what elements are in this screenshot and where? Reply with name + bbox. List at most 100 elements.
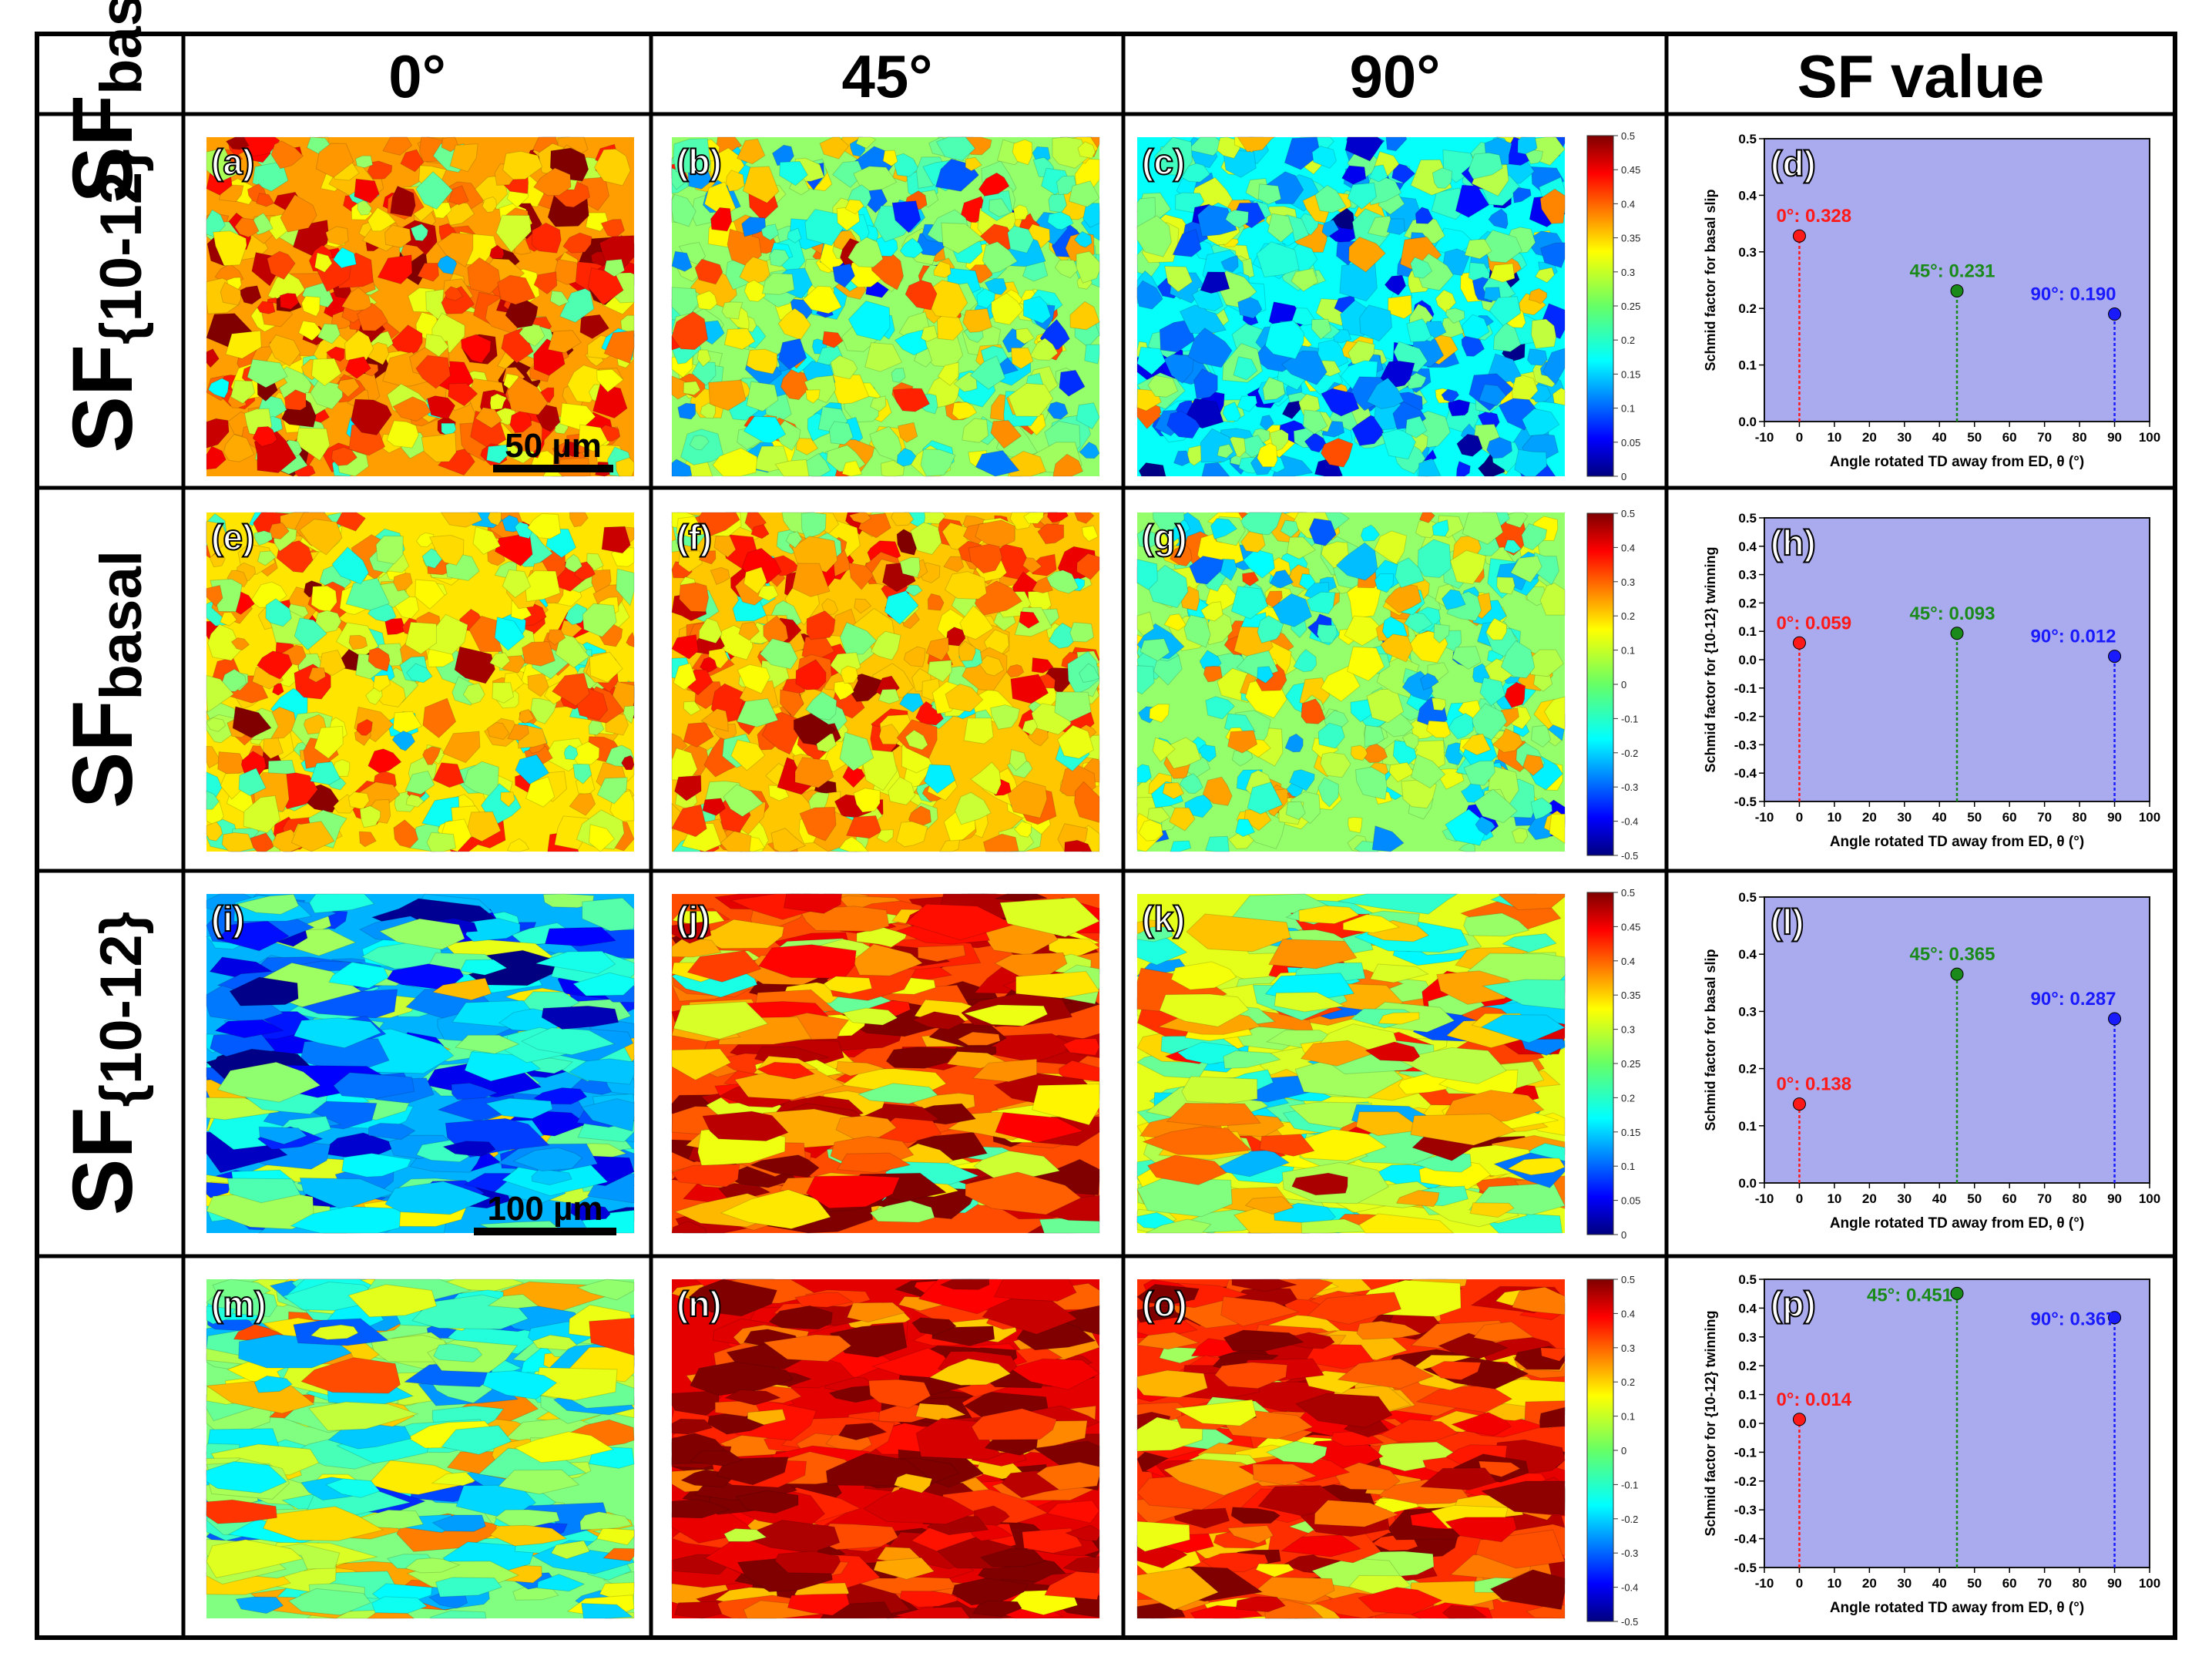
- grain: [270, 140, 304, 170]
- colorbar-tick-label: 0.15: [1621, 1127, 1640, 1138]
- grain: [1173, 450, 1190, 467]
- colorbar-gradient: [1586, 892, 1614, 1235]
- grain: [742, 166, 780, 203]
- grain: [1526, 348, 1548, 366]
- grain: [1153, 136, 1193, 176]
- grain: [1512, 186, 1532, 203]
- ebsd-map-i: (i): [205, 893, 636, 1234]
- grain: [562, 232, 592, 254]
- grain: [769, 248, 790, 267]
- grain: [256, 193, 275, 207]
- y-tick-label: 0.0: [1738, 415, 1757, 429]
- grain: [1456, 433, 1483, 457]
- colorbar-tick-label: 0.1: [1621, 403, 1635, 415]
- grain: [1314, 184, 1347, 213]
- grain: [1386, 218, 1405, 236]
- grain: [1511, 375, 1539, 401]
- data-label: 90°: 0.190: [2031, 284, 2116, 305]
- grain: [1147, 375, 1179, 398]
- ebsd-map-m: (m): [205, 1279, 635, 1619]
- grain: [1521, 408, 1560, 436]
- grain: [615, 457, 635, 477]
- grain: [354, 178, 380, 203]
- grain: [1321, 388, 1360, 417]
- data-label: 90°: 0.287: [2031, 989, 2116, 1010]
- grain: [671, 311, 709, 351]
- grain: [467, 257, 502, 294]
- grain: [485, 444, 509, 464]
- grain: [519, 324, 545, 347]
- colorbar-0: 0.5 0.45 0.4 0.35 0.3 0.25 0.2 0.15 0.1 0.05 0: [1586, 130, 1640, 482]
- colorbar-3: 0.5 0.4 0.3 0.2 0.1 0 -0.1 -0.2 -0.3 -0.4 -0.5: [1586, 1274, 1638, 1628]
- grain: [257, 301, 276, 314]
- grain: [377, 254, 413, 284]
- grain: [853, 166, 898, 193]
- grain: [1077, 141, 1096, 159]
- grain: [426, 832, 457, 852]
- colorbar-tick-label: -0.3: [1621, 781, 1638, 793]
- colorbar-tick-label: 0.2: [1621, 1376, 1635, 1388]
- grain: [1164, 265, 1193, 293]
- x-tick-label: 50: [1967, 430, 1982, 445]
- row-label-3: SF{10-12}: [55, 912, 154, 1215]
- scale-bar: 100 µm: [474, 1190, 616, 1235]
- grain: [821, 331, 844, 348]
- colorbar-tick-label: 0.35: [1621, 233, 1640, 244]
- grain: [1448, 399, 1471, 417]
- data-label: 0°: 0.328: [1776, 206, 1851, 227]
- grain: [533, 271, 558, 295]
- grain: [1539, 242, 1566, 269]
- grain: [897, 422, 918, 443]
- grain: [225, 330, 262, 359]
- x-tick-label: 30: [1897, 1576, 1912, 1591]
- grain: [1059, 369, 1086, 397]
- colorbar-tick-label: 0.4: [1621, 542, 1635, 553]
- ebsd-map-a: (a): [206, 136, 635, 477]
- panel-label: (m): [211, 1284, 267, 1324]
- grain: [1488, 208, 1509, 230]
- grain: [774, 1551, 841, 1574]
- colorbar-tick-label: 0: [1621, 679, 1626, 691]
- x-tick-label: 20: [1862, 1191, 1877, 1206]
- colorbar-tick-label: 0.5: [1621, 887, 1635, 899]
- x-tick-label: 70: [2037, 430, 2052, 445]
- grain: [725, 170, 745, 192]
- grain: [1431, 697, 1447, 711]
- panel-label: (c): [1142, 142, 1185, 182]
- grain: [962, 307, 992, 333]
- grain: [1348, 236, 1386, 273]
- panel-label: (h): [1771, 523, 1816, 563]
- colorbar-tick-label: 0.1: [1621, 1411, 1635, 1423]
- grain: [736, 138, 766, 165]
- grain: [1220, 254, 1239, 273]
- colorbar-tick-label: 0.15: [1621, 368, 1640, 380]
- data-point: [1950, 284, 1964, 297]
- y-tick-label: 0.3: [1738, 245, 1757, 260]
- colorbar-tick-label: 0.05: [1621, 1195, 1640, 1207]
- data-point: [1792, 1413, 1806, 1426]
- grain: [1489, 296, 1522, 327]
- panel-label: (j): [676, 899, 710, 939]
- grain: [936, 313, 964, 341]
- colorbar-tick-label: -0.5: [1621, 1616, 1638, 1628]
- grain: [1015, 328, 1035, 344]
- colorbar-tick-label: 0.5: [1621, 130, 1635, 142]
- grain: [1010, 347, 1034, 370]
- grain: [1528, 287, 1548, 304]
- x-tick-label: 70: [2037, 1576, 2052, 1591]
- grain: [975, 450, 1020, 477]
- grain: [315, 143, 354, 178]
- colorbar-tick-label: 0: [1621, 1445, 1626, 1457]
- colorbar-gradient: [1586, 1279, 1614, 1622]
- data-point: [1950, 1286, 1964, 1300]
- grain: [746, 348, 778, 375]
- grain: [1445, 307, 1465, 324]
- grain: [984, 277, 1008, 296]
- grain: [805, 389, 821, 404]
- grain: [746, 381, 779, 412]
- data-label: 45°: 0.093: [1909, 603, 1995, 624]
- data-label: 45°: 0.451: [1867, 1285, 1952, 1305]
- panel-label: (i): [211, 899, 244, 939]
- grain: [603, 258, 626, 277]
- grain: [990, 419, 1022, 449]
